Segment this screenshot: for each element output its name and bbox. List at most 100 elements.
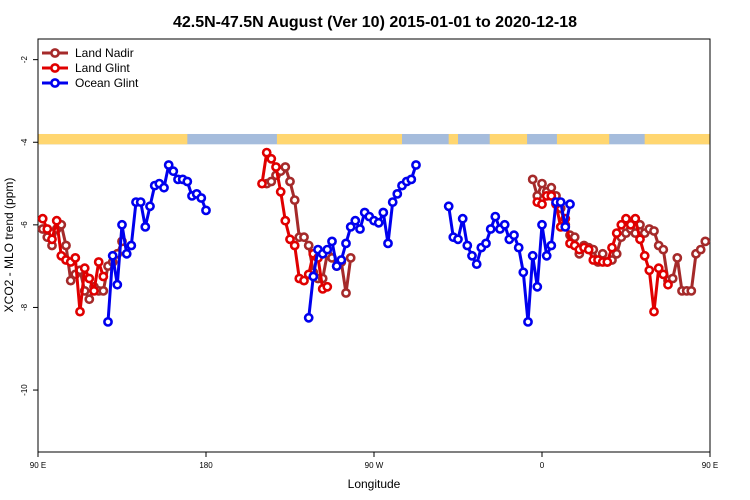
data-point [103, 316, 113, 327]
data-point [322, 244, 333, 255]
data-point [607, 242, 617, 253]
data-point [140, 221, 151, 232]
data-point [602, 257, 613, 267]
data-point [383, 238, 393, 249]
legend-item: Land Glint [42, 61, 130, 75]
land-mask-band [38, 133, 710, 145]
legend-marker [50, 63, 60, 73]
legend-marker [50, 78, 60, 88]
data-point [355, 224, 365, 234]
series-group [37, 147, 711, 327]
data-point [541, 250, 552, 261]
data-point [537, 199, 547, 210]
data-point [481, 238, 491, 249]
data-point [98, 285, 109, 296]
data-point [93, 257, 104, 267]
series-land-nadir [37, 162, 711, 305]
x-tick-label: 90 E [30, 461, 46, 470]
data-point [406, 174, 417, 185]
data-point [285, 176, 295, 187]
data-point [695, 244, 706, 255]
land-segment [644, 133, 710, 145]
y-tick-label: -6 [20, 221, 29, 229]
data-point [644, 265, 655, 276]
data-point [611, 248, 622, 259]
y-tick-label: -4 [20, 138, 29, 146]
data-point [649, 306, 659, 317]
data-point [271, 162, 281, 172]
data-point [513, 242, 524, 253]
data-point [532, 281, 543, 292]
legend-label: Land Glint [75, 61, 130, 75]
data-point [182, 176, 193, 187]
data-point [471, 259, 482, 269]
data-point [373, 217, 384, 228]
data-point [331, 261, 342, 271]
x-tick-label: 180 [199, 461, 213, 470]
data-point [280, 162, 291, 172]
data-point [658, 244, 669, 255]
data-point [527, 250, 538, 261]
data-point [630, 213, 641, 224]
data-point [611, 228, 622, 238]
data-point [341, 288, 351, 298]
data-point [65, 275, 76, 286]
data-point [700, 236, 711, 247]
data-point [196, 193, 207, 203]
data-point [635, 234, 645, 245]
data-point [79, 263, 90, 274]
data-point [257, 178, 267, 189]
data-point [299, 232, 309, 243]
data-point [350, 215, 361, 226]
data-point [583, 244, 594, 255]
y-tick-label: -10 [20, 384, 29, 396]
data-point [443, 201, 454, 212]
data-point [667, 273, 678, 284]
data-point [467, 250, 477, 261]
data-point [672, 252, 683, 263]
data-point [84, 294, 95, 305]
data-point [411, 160, 421, 170]
data-point [663, 279, 673, 290]
data-point [462, 240, 473, 251]
data-point [378, 207, 389, 218]
data-point [523, 316, 533, 327]
data-point [537, 219, 547, 230]
data-point [387, 197, 398, 207]
data-point [61, 240, 71, 251]
data-point [42, 224, 53, 234]
legend-marker [50, 48, 60, 58]
data-point [308, 271, 319, 282]
data-point [117, 219, 127, 230]
data-point [75, 306, 85, 317]
data-point [303, 312, 314, 323]
data-point [261, 147, 272, 158]
data-point [546, 182, 557, 193]
data-point [266, 176, 277, 187]
data-point [621, 213, 631, 224]
data-point [453, 234, 463, 245]
data-point [107, 250, 118, 261]
data-point [565, 199, 575, 210]
land-segment [489, 133, 528, 145]
y-tick-label: -2 [20, 56, 29, 64]
data-point [625, 219, 636, 230]
legend-label: Ocean Glint [75, 76, 139, 90]
data-point [47, 234, 57, 245]
data-point [509, 230, 519, 241]
data-point [159, 182, 169, 193]
land-segment [448, 133, 458, 145]
data-point [201, 205, 211, 216]
land-segment [38, 133, 188, 145]
data-point [616, 219, 627, 230]
series-land-glint [37, 147, 673, 317]
y-axis-label: XCO2 - MLO trend (ppm) [2, 178, 16, 313]
x-axis-label: Longitude [348, 477, 401, 491]
data-point [686, 285, 697, 296]
data-point [639, 250, 650, 261]
data-point [303, 240, 314, 251]
data-point [168, 166, 179, 177]
data-point [285, 234, 295, 245]
